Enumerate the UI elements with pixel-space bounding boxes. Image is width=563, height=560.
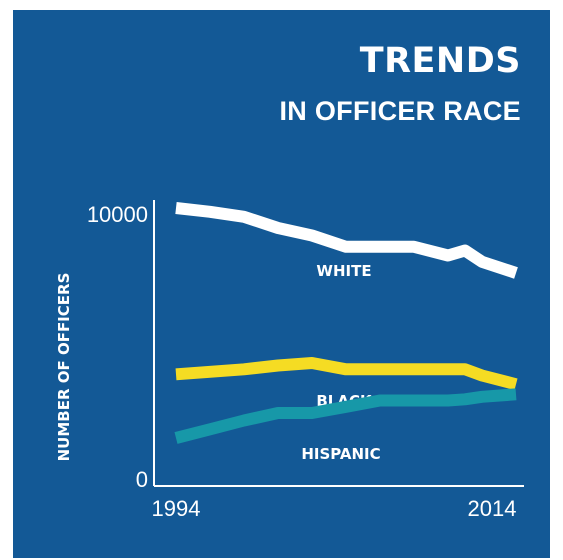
series-line-hispanic (174, 388, 517, 444)
chart-title: TRENDS (359, 41, 521, 81)
series-line-black (175, 357, 518, 391)
y-axis-label: NUMBER OF OFFICERS (55, 273, 73, 462)
series-label-hispanic: HISPANIC (301, 445, 380, 463)
series-white: WHITE (175, 202, 518, 280)
chart-panel (13, 10, 550, 558)
series-hispanic: HISPANIC (174, 388, 517, 463)
series-line-white (175, 202, 518, 279)
y-tick-label-bottom: 0 (136, 467, 148, 492)
chart-subtitle: IN OFFICER RACE (279, 96, 521, 126)
x-axis: 1994 2014 (152, 485, 524, 521)
x-tick-label-start: 1994 (152, 496, 201, 521)
series-label-white: WHITE (316, 262, 371, 280)
y-tick-label-top: 10000 (87, 202, 148, 227)
y-axis: 10000 0 (87, 200, 155, 492)
x-tick-label-end: 2014 (468, 496, 517, 521)
